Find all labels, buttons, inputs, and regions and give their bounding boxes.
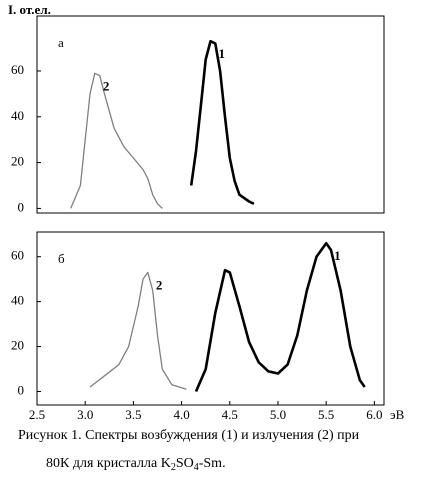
spectrum-line — [189, 39, 255, 205]
x-tick-label: 4.0 — [173, 407, 189, 422]
caption-sub: 4 — [194, 462, 199, 473]
x-tick-label: 2.5 — [29, 407, 45, 422]
y-tick-label: 20 — [11, 338, 24, 353]
y-tick-label: 0 — [18, 199, 25, 214]
y-tick-label: 60 — [11, 62, 24, 77]
curve-label: 1 — [219, 46, 226, 61]
spectrum-line — [89, 271, 187, 390]
caption-part: SO — [176, 456, 194, 471]
caption-line: 80К для кристалла K2SO4-Sm. — [46, 456, 226, 473]
x-tick-label: 6.0 — [366, 407, 382, 422]
caption-sub: 2 — [171, 462, 176, 473]
curve-label: 1 — [334, 248, 341, 263]
y-tick-label: 60 — [11, 248, 24, 263]
x-tick-label: 4.5 — [222, 407, 238, 422]
x-tick-label: 3.5 — [125, 407, 141, 422]
spectrum-line — [194, 241, 366, 393]
curve-label: 2 — [156, 277, 163, 292]
caption-part: -Sm. — [199, 456, 226, 471]
y-tick-label: 0 — [18, 383, 25, 398]
x-tick-label: 5.5 — [318, 407, 334, 422]
plot-frame — [36, 15, 385, 214]
panel-label: б — [58, 251, 65, 266]
panel-label: а — [58, 35, 64, 50]
x-tick-label: 3.0 — [77, 407, 93, 422]
x-tick-label: 5.0 — [270, 407, 286, 422]
y-tick-label: 40 — [11, 108, 24, 123]
y-tick-label: 40 — [11, 293, 24, 308]
x-axis-label: эВ — [390, 407, 405, 422]
y-axis-label: I. от.ел. — [8, 2, 51, 17]
caption-line: Рисунок 1. Спектры возбуждения (1) и изл… — [18, 428, 360, 443]
plot-frame — [36, 231, 385, 406]
caption-part: 80К для кристалла K — [46, 456, 171, 471]
y-tick-label: 20 — [11, 154, 24, 169]
curve-label: 2 — [103, 78, 110, 93]
spectrum-line — [70, 72, 163, 209]
